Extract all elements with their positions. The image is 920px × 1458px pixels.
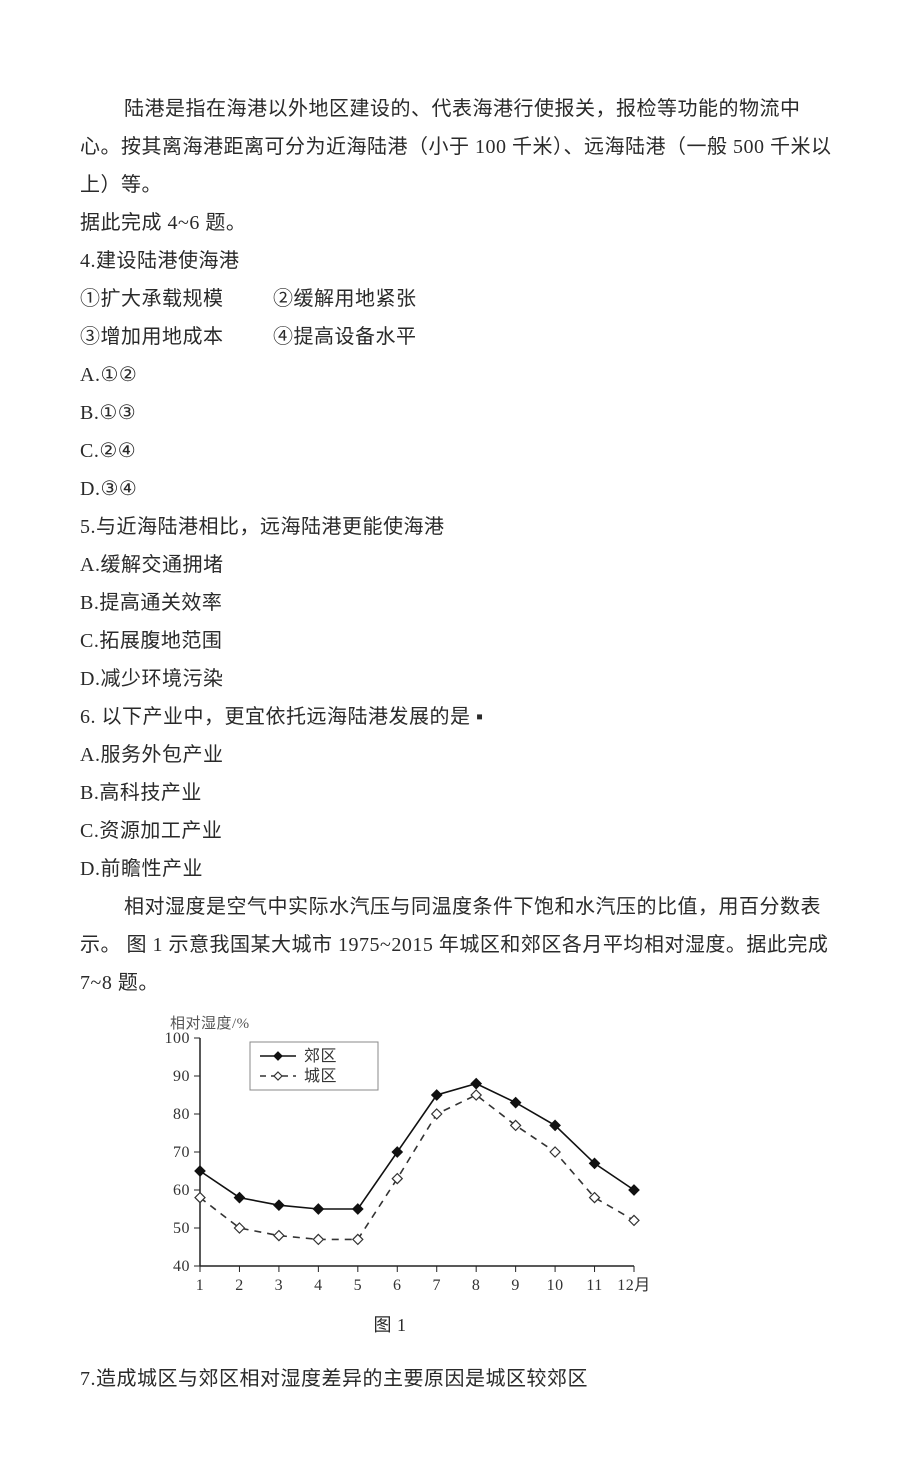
- passage-2: 相对湿度是空气中实际水汽压与同温度条件下饱和水汽压的比值，用百分数表示。 图 1…: [80, 888, 840, 1002]
- q5-option-c: C.拓展腹地范围: [80, 622, 840, 660]
- passage-1: 陆港是指在海港以外地区建设的、代表海港行使报关，报检等功能的物流中心。按其离海港…: [80, 90, 840, 204]
- q5-option-d: D.减少环境污染: [80, 660, 840, 698]
- q6-option-b: B.高科技产业: [80, 774, 840, 812]
- q4-option-c: C.②④: [80, 432, 840, 470]
- svg-text:10: 10: [547, 1277, 564, 1294]
- svg-text:70: 70: [173, 1144, 190, 1161]
- q4-option-a: A.①②: [80, 356, 840, 394]
- svg-text:60: 60: [173, 1182, 190, 1199]
- svg-text:90: 90: [173, 1068, 190, 1085]
- q4-sub-4: ④提高设备水平: [273, 318, 417, 356]
- svg-text:1: 1: [196, 1277, 205, 1294]
- humidity-chart: 相对湿度/%405060708090100123456789101112月郊区城…: [130, 1010, 650, 1310]
- svg-text:2: 2: [235, 1277, 244, 1294]
- q4-sub-2: ②缓解用地紧张: [273, 280, 417, 318]
- svg-text:11: 11: [586, 1277, 602, 1294]
- svg-text:6: 6: [393, 1277, 402, 1294]
- q4-sub-3: ③增加用地成本: [80, 318, 224, 356]
- humidity-chart-svg: 相对湿度/%405060708090100123456789101112月郊区城…: [130, 1010, 650, 1310]
- svg-text:8: 8: [472, 1277, 481, 1294]
- q7-stem: 7.造成城区与郊区相对湿度差异的主要原因是城区较郊区: [80, 1360, 840, 1398]
- q4-subopts-row2: ③增加用地成本 ④提高设备水平: [80, 318, 840, 356]
- svg-text:40: 40: [173, 1258, 190, 1275]
- q4-subopts-row1: ①扩大承载规模 ②缓解用地紧张: [80, 280, 840, 318]
- q4-stem: 4.建设陆港使海港: [80, 242, 840, 280]
- q6-option-a: A.服务外包产业: [80, 736, 840, 774]
- q4-option-d: D.③④: [80, 470, 840, 508]
- svg-text:城区: 城区: [304, 1067, 337, 1085]
- q5-option-b: B.提高通关效率: [80, 584, 840, 622]
- chart-caption: 图 1: [130, 1308, 650, 1342]
- svg-text:5: 5: [354, 1277, 363, 1294]
- q6-stem: 6. 以下产业中，更宜依托远海陆港发展的是 ▪: [80, 698, 840, 736]
- svg-text:80: 80: [173, 1106, 190, 1123]
- svg-text:100: 100: [165, 1030, 191, 1047]
- q4-option-b: B.①③: [80, 394, 840, 432]
- passage-1-tail: 据此完成 4~6 题。: [80, 204, 840, 242]
- q5-option-a: A.缓解交通拥堵: [80, 546, 840, 584]
- svg-text:郊区: 郊区: [304, 1047, 337, 1065]
- svg-text:3: 3: [275, 1277, 284, 1294]
- svg-text:9: 9: [511, 1277, 520, 1294]
- svg-text:4: 4: [314, 1277, 323, 1294]
- q6-option-c: C.资源加工产业: [80, 812, 840, 850]
- svg-text:50: 50: [173, 1220, 190, 1237]
- q5-stem: 5.与近海陆港相比，远海陆港更能使海港: [80, 508, 840, 546]
- q6-option-d: D.前瞻性产业: [80, 850, 840, 888]
- q4-sub-1: ①扩大承载规模: [80, 280, 224, 318]
- svg-text:12月: 12月: [617, 1277, 650, 1294]
- svg-text:7: 7: [432, 1277, 441, 1294]
